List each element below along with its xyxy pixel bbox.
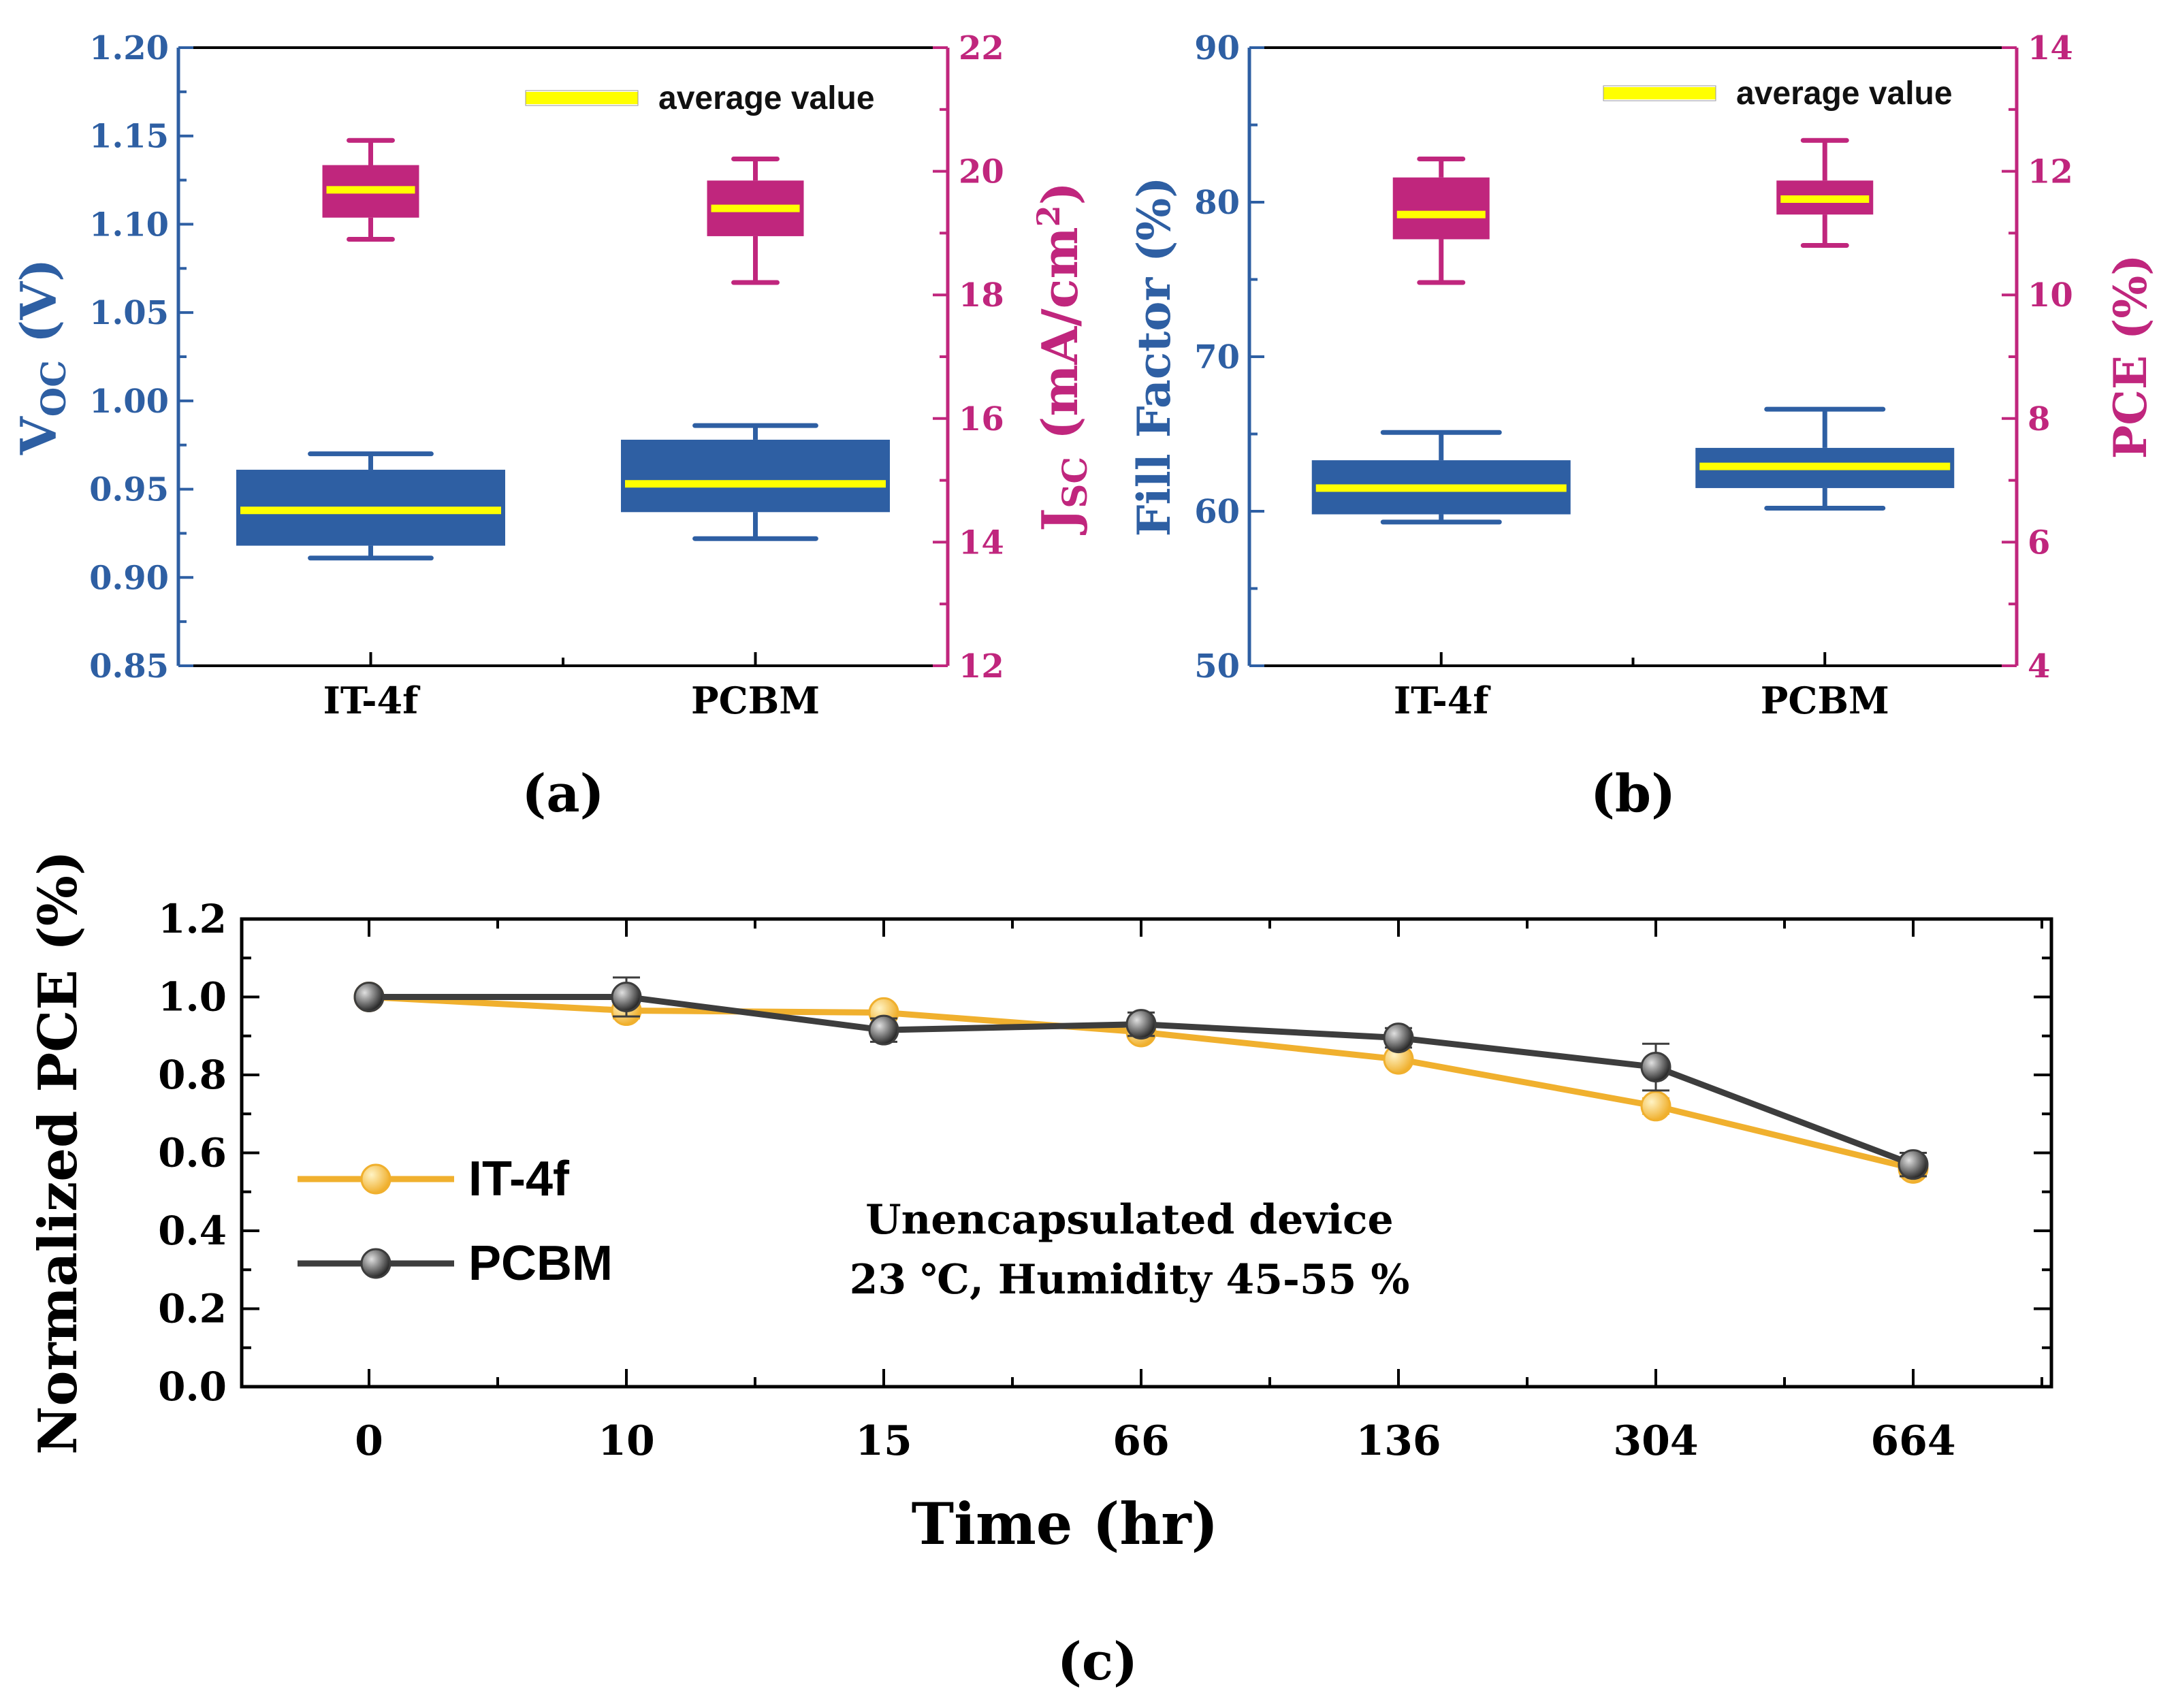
right-tick-label: 22 bbox=[959, 29, 1004, 67]
category-label: PCBM bbox=[1761, 679, 1889, 722]
right-tick-label: 12 bbox=[2028, 153, 2073, 191]
data-point bbox=[1640, 1052, 1671, 1083]
right-series-box bbox=[322, 138, 419, 242]
data-point bbox=[1898, 1149, 1929, 1180]
category-label: IT-4f bbox=[1394, 679, 1491, 722]
y-tick-label: 1.2 bbox=[158, 896, 227, 942]
left-tick-label: 1.10 bbox=[89, 206, 169, 244]
right-tick-label: 4 bbox=[2028, 647, 2050, 686]
y-axis-title: Normalized PCE (%) bbox=[27, 850, 89, 1455]
annotation-line-1: Unencapsulated device bbox=[865, 1196, 1393, 1244]
legend-label-average: average value bbox=[658, 80, 875, 116]
right-tick-label: 8 bbox=[2028, 400, 2050, 438]
left-tick-label: 1.20 bbox=[89, 29, 169, 67]
x-axis-title: Time (hr) bbox=[912, 1490, 1219, 1558]
panel-b-ff-pce-chart: 50 60 70 80 90 4 6 8 10 12 14 IT-4f PCBM average valu… bbox=[1127, 29, 2157, 824]
legend-label: IT-4f bbox=[468, 1152, 570, 1206]
left-tick-label: 0.95 bbox=[89, 471, 169, 509]
right-tick-label: 18 bbox=[959, 276, 1004, 315]
x-tick-label: 664 bbox=[1870, 1417, 1955, 1465]
left-series-box bbox=[621, 423, 890, 541]
legend-swatch-border bbox=[1603, 85, 1716, 101]
x-tick-label: 10 bbox=[598, 1417, 655, 1465]
x-tick-label: 304 bbox=[1613, 1417, 1698, 1465]
right-series-box bbox=[1776, 138, 1874, 248]
panel-label: (b) bbox=[1590, 763, 1676, 824]
data-point bbox=[1640, 1091, 1671, 1122]
right-axis-title: PCE (%) bbox=[2104, 255, 2157, 460]
data-point bbox=[611, 982, 642, 1012]
right-series-box bbox=[1392, 156, 1490, 285]
x-tick-label: 15 bbox=[855, 1417, 912, 1465]
right-tick-label: 12 bbox=[959, 647, 1004, 686]
left-tick-label: 60 bbox=[1194, 493, 1240, 531]
left-series-box bbox=[236, 451, 505, 561]
left-tick-label: 0.90 bbox=[89, 559, 169, 597]
left-tick-label: 0.85 bbox=[89, 647, 169, 686]
x-tick-label: 0 bbox=[355, 1417, 383, 1465]
left-tick-label: 90 bbox=[1194, 29, 1240, 67]
data-point bbox=[1383, 1022, 1414, 1054]
left-tick-label: 80 bbox=[1194, 184, 1240, 222]
panel-label: (c) bbox=[1057, 1631, 1138, 1692]
category-label: PCBM bbox=[691, 679, 820, 722]
right-tick-label: 16 bbox=[959, 400, 1004, 438]
data-point bbox=[1125, 1009, 1157, 1040]
y-tick-label: 0.4 bbox=[158, 1208, 227, 1254]
data-point bbox=[353, 982, 385, 1012]
right-axis-title: JSC (mA/cm2) bbox=[1030, 182, 1095, 536]
legend-label: PCBM bbox=[468, 1236, 613, 1291]
legend-marker bbox=[360, 1248, 391, 1279]
panel-a-voc-jsc-chart: 0.85 0.90 0.95 1.00 1.05 1.10 1.15 1.20 12 14 16 18… bbox=[10, 29, 1095, 824]
legend: IT-4f PCBM bbox=[298, 1152, 613, 1291]
box-body bbox=[621, 439, 890, 513]
right-tick-label: 6 bbox=[2028, 523, 2050, 562]
left-axis-title: VOC (V) bbox=[10, 259, 74, 455]
left-axis-title: Fill Factor (%) bbox=[1127, 177, 1181, 537]
x-tick-label: 136 bbox=[1356, 1417, 1441, 1465]
y-tick-label: 1.0 bbox=[158, 974, 227, 1020]
annotation-line-2: 23 ℃, Humidity 45-55 % bbox=[850, 1256, 1410, 1304]
series-pcbm bbox=[353, 976, 1929, 1180]
right-tick-label: 10 bbox=[2028, 276, 2073, 315]
right-tick-label: 20 bbox=[959, 153, 1004, 191]
data-point bbox=[868, 1014, 899, 1046]
left-series-box bbox=[1695, 406, 1955, 511]
right-tick-label: 14 bbox=[2028, 29, 2073, 67]
x-tick-label: 66 bbox=[1113, 1417, 1170, 1465]
legend-label-average: average value bbox=[1736, 76, 1953, 112]
legend-marker bbox=[360, 1163, 391, 1195]
y-tick-label: 0.6 bbox=[158, 1130, 227, 1176]
left-tick-label: 1.00 bbox=[89, 383, 169, 421]
y-tick-label: 0.8 bbox=[158, 1052, 227, 1098]
left-tick-label: 1.15 bbox=[89, 118, 169, 156]
left-tick-label: 1.05 bbox=[89, 294, 169, 332]
box-body bbox=[1392, 177, 1490, 240]
right-series-box bbox=[707, 156, 804, 285]
right-tick-label: 14 bbox=[959, 523, 1004, 562]
y-tick-label: 0.2 bbox=[158, 1286, 227, 1332]
left-series-box bbox=[1311, 430, 1571, 525]
panel-label: (a) bbox=[522, 763, 604, 824]
panel-c-stability-chart: 0.0 0.2 0.4 0.6 0.8 1.0 1.2 0 10 15 66 136 304 664 Tim… bbox=[27, 850, 2053, 1692]
y-tick-label: 0.0 bbox=[158, 1364, 227, 1410]
legend-swatch-border bbox=[525, 90, 639, 106]
category-label: IT-4f bbox=[323, 679, 421, 722]
left-tick-label: 50 bbox=[1194, 647, 1240, 686]
left-tick-label: 70 bbox=[1194, 338, 1240, 376]
